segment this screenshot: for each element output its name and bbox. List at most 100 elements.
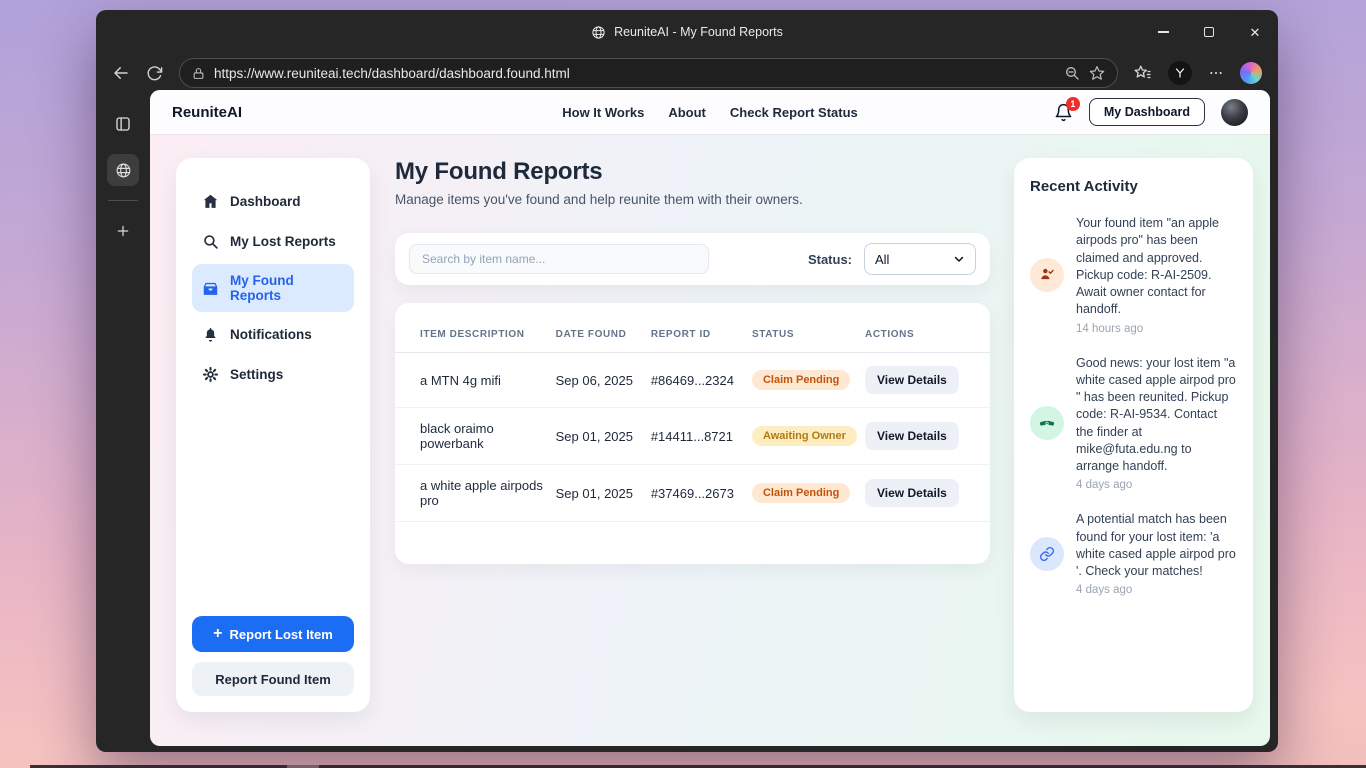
activity-text: Your found item "an apple airpods pro" h… [1076, 216, 1219, 317]
link-icon [1030, 536, 1064, 571]
taskbar-edge-highlight [287, 765, 319, 768]
date-found: Sep 01, 2025 [555, 407, 651, 465]
activity-time: 4 days ago [1076, 479, 1133, 492]
site-header: ReuniteAI How It Works About Check Repor… [150, 90, 1270, 134]
sidebar-item-label: Notifications [230, 327, 312, 342]
site-logo[interactable]: ReuniteAI [172, 103, 243, 121]
page-title: My Found Reports [395, 158, 603, 185]
tab-preview-icon[interactable] [107, 108, 139, 140]
item-description: black oraimo powerbank [395, 407, 556, 465]
my-dashboard-button[interactable]: My Dashboard [1088, 98, 1205, 126]
date-found: Sep 01, 2025 [555, 464, 651, 522]
column-header: REPORT ID [650, 319, 752, 353]
url-text[interactable]: https://www.reuniteai.tech/dashboard/das… [214, 65, 570, 81]
date-found: Sep 06, 2025 [555, 352, 651, 408]
main-content: My Found Reports Manage items you've fou… [395, 158, 990, 564]
chevron-down-icon [953, 253, 965, 265]
new-tab-button[interactable] [107, 215, 139, 247]
favorites-bar-icon[interactable] [1134, 64, 1152, 82]
column-header: ACTIONS [865, 319, 990, 353]
nav-check-report-status[interactable]: Check Report Status [729, 104, 858, 120]
report-found-item-button[interactable]: Report Found Item [192, 662, 354, 696]
column-header: STATUS [751, 319, 866, 353]
home-icon [202, 193, 219, 210]
view-details-button[interactable]: View Details [865, 479, 959, 507]
user-check-icon [1030, 257, 1064, 292]
titlebar-title: ReuniteAI - My Found Reports [591, 25, 783, 40]
tabstrip-divider [108, 200, 138, 201]
filter-toolbar: Status: All [395, 233, 990, 285]
maximize-button[interactable] [1186, 10, 1232, 54]
handshake-icon [1030, 405, 1064, 440]
copilot-icon[interactable] [1240, 62, 1262, 84]
recent-activity-panel: Recent Activity Your found item "an appl… [1014, 158, 1253, 712]
browser-window: ReuniteAI - My Found Reports ✕ https://w… [96, 10, 1278, 752]
sidebar-item-label: My Lost Reports [230, 234, 336, 249]
vertical-tab-strip [96, 92, 150, 752]
dashboard-sidebar: Dashboard My Lost Reports My Found Repor… [176, 158, 370, 712]
found-box-icon [202, 280, 219, 297]
search-input[interactable] [409, 244, 709, 274]
status-badge: Claim Pending [751, 370, 851, 390]
activity-item: Your found item "an apple airpods pro" h… [1030, 215, 1237, 335]
favorite-star-icon[interactable] [1089, 65, 1105, 81]
item-description: a MTN 4g mifi [395, 352, 556, 408]
url-bar[interactable]: https://www.reuniteai.tech/dashboard/das… [179, 58, 1118, 88]
reports-table: ITEM DESCRIPTION DATE FOUND REPORT ID ST… [395, 319, 990, 522]
nav-about[interactable]: About [668, 104, 706, 120]
activity-text: Good news: your lost item "a white cased… [1076, 355, 1236, 474]
minimize-icon [1157, 31, 1169, 33]
sidebar-item-label: My Found Reports [230, 273, 294, 303]
minimize-button[interactable] [1140, 10, 1186, 54]
taskbar-edge [30, 765, 1366, 768]
close-button[interactable]: ✕ [1232, 10, 1278, 54]
zoom-out-icon[interactable] [1064, 65, 1080, 81]
close-icon: ✕ [1249, 24, 1261, 40]
column-header: ITEM DESCRIPTION [395, 319, 556, 353]
activity-title: Recent Activity [1030, 178, 1138, 195]
site-nav: How It Works About Check Report Status [562, 105, 858, 120]
page-subtitle: Manage items you've found and help reuni… [395, 192, 803, 207]
status-badge: Awaiting Owner [751, 426, 857, 446]
refresh-icon[interactable] [146, 65, 163, 82]
sidebar-item-my-found-reports[interactable]: My Found Reports [192, 264, 354, 312]
maximize-icon [1204, 27, 1214, 37]
report-lost-item-button[interactable]: + Report Lost Item [192, 616, 354, 652]
activity-time: 14 hours ago [1076, 322, 1144, 335]
sidebar-item-dashboard[interactable]: Dashboard [192, 184, 354, 219]
view-details-button[interactable]: View Details [865, 422, 959, 450]
browser-profile-avatar[interactable] [1168, 61, 1192, 85]
report-id: #86469...2324 [650, 352, 752, 408]
sidebar-item-my-lost-reports[interactable]: My Lost Reports [192, 224, 354, 259]
page-content: ReuniteAI How It Works About Check Repor… [150, 90, 1270, 746]
plus-icon: + [213, 625, 223, 642]
window-title: ReuniteAI - My Found Reports [614, 25, 783, 39]
reports-table-card: ITEM DESCRIPTION DATE FOUND REPORT ID ST… [395, 303, 990, 564]
gear-icon [202, 366, 219, 383]
column-header: DATE FOUND [555, 319, 651, 353]
sidebar-item-notifications[interactable]: Notifications [192, 317, 354, 352]
search-icon [202, 233, 219, 250]
item-description: a white apple airpods pro [395, 464, 556, 522]
activity-text: A potential match has been found for you… [1076, 512, 1236, 578]
report-id: #37469...2673 [650, 464, 752, 522]
notification-badge: 1 [1065, 96, 1080, 111]
status-select[interactable]: All [864, 243, 976, 275]
bell-icon [202, 326, 219, 343]
active-tab-globe[interactable] [107, 154, 139, 186]
activity-item: A potential match has been found for you… [1030, 511, 1237, 596]
activity-time: 4 days ago [1076, 584, 1133, 597]
report-id: #14411...8721 [650, 407, 752, 465]
view-details-button[interactable]: View Details [865, 366, 959, 394]
sidebar-item-label: Dashboard [230, 194, 301, 209]
user-avatar[interactable] [1221, 98, 1248, 126]
table-row: a white apple airpods pro Sep 01, 2025 #… [395, 464, 990, 522]
lock-icon[interactable] [192, 67, 205, 80]
nav-how-it-works[interactable]: How It Works [562, 104, 645, 120]
status-label: Status: [807, 251, 852, 267]
notification-bell[interactable]: 1 [1054, 96, 1080, 122]
more-icon[interactable] [1208, 65, 1224, 81]
sidebar-item-settings[interactable]: Settings [192, 357, 354, 392]
back-icon[interactable] [112, 64, 130, 82]
table-row: black oraimo powerbank Sep 01, 2025 #144… [395, 407, 990, 465]
